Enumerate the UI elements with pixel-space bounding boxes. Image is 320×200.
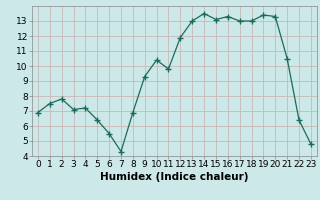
- X-axis label: Humidex (Indice chaleur): Humidex (Indice chaleur): [100, 172, 249, 182]
